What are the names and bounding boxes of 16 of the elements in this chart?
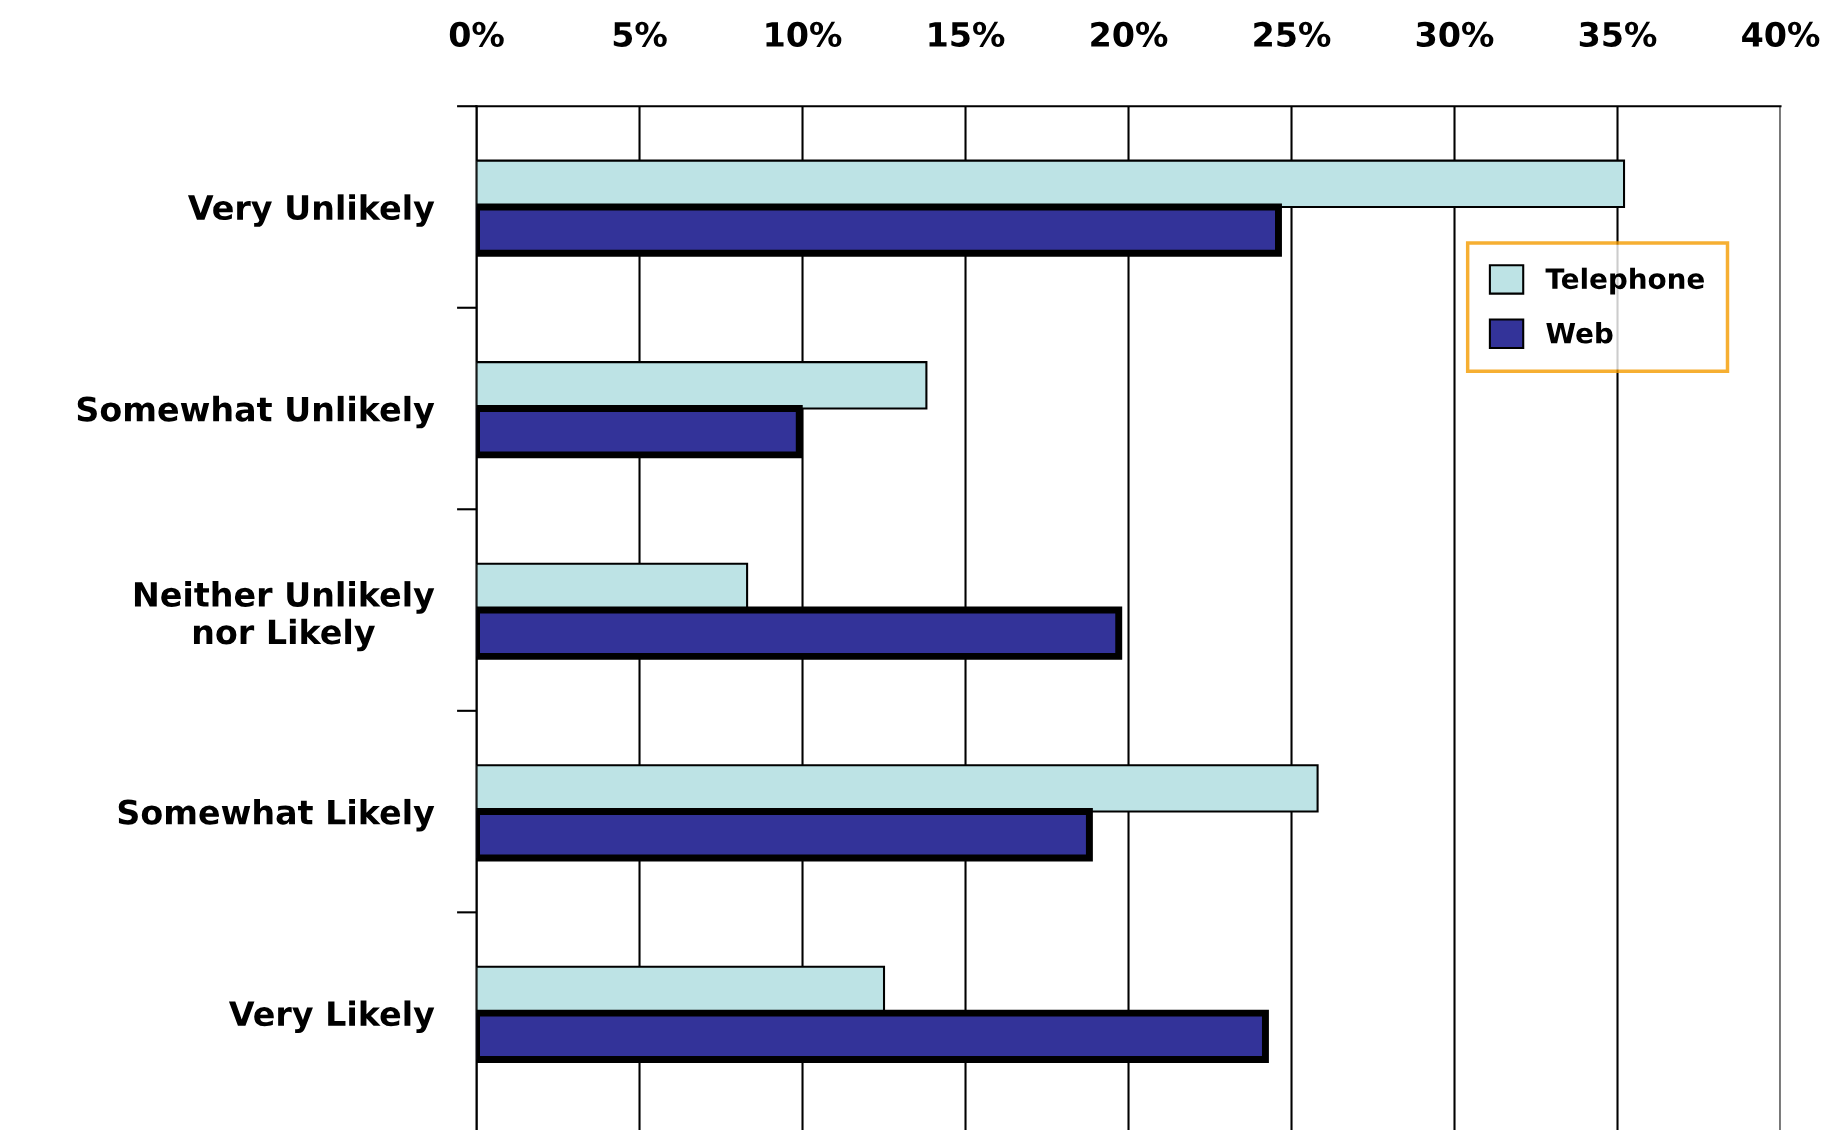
y-tick-label: Somewhat Unlikely [77,395,435,429]
x-tick-label: 25% [1254,21,1331,47]
x-tick-label: 15% [929,21,1005,47]
x-tick-label: 10% [766,21,842,47]
legend-label: Web [1546,322,1613,344]
x-tick-label: 35% [1579,21,1657,47]
y-tick-label: Neither Unlikely nor Likely [134,581,435,652]
x-tick-label: 0% [449,21,504,47]
y-tick-label: Very Unlikely [187,194,435,227]
y-tick-label: Very Likely [228,1000,435,1033]
x-tick-label: 5% [613,21,667,47]
x-tick-label: 30% [1416,21,1494,47]
x-tick-label: 40% [1742,21,1820,47]
y-tick-label: Somewhat Likely [118,798,435,832]
legend-label: Telephone [1545,267,1704,295]
x-tick-label: 20% [1091,21,1168,47]
